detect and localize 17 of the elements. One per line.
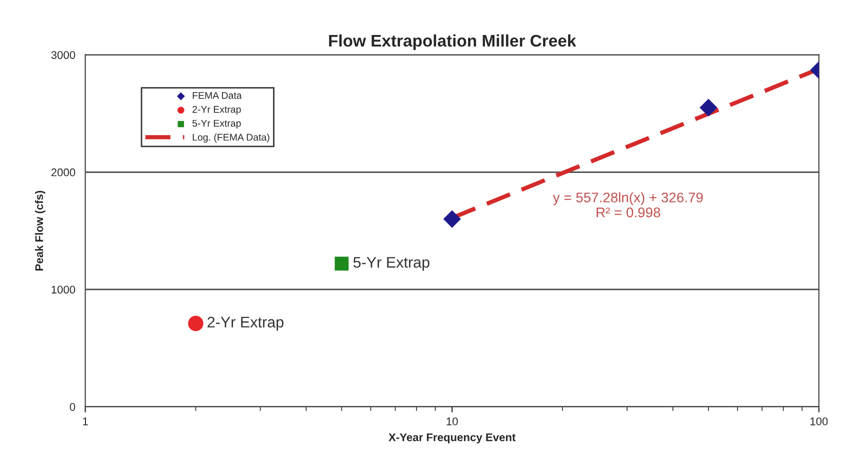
x-tick-label: 10 (446, 417, 458, 426)
y-tick-label: 3000 (51, 51, 76, 59)
x-tick-label: 100 (810, 417, 828, 426)
y-tick-label: 0 (70, 402, 76, 411)
legend-label: FEMA Data (192, 92, 242, 99)
y-tick-label: 1000 (52, 286, 76, 294)
y-axis-title: Peak Flow (cfs) (34, 190, 46, 270)
x-tick-label: 1 (83, 418, 88, 426)
x-axis-title: X-Year Frequency Event (388, 433, 516, 444)
annotation: 2-Yr Extrap (208, 316, 284, 331)
legend-label: 5-Yr Extrap (192, 120, 241, 129)
legend-label: 2-Yr Extrap (192, 106, 241, 115)
annotation: y = 557.28ln(x) + 326.79 R² = 0.998 (552, 192, 703, 218)
legend-label: Log. (FEMA Data) (192, 134, 270, 143)
chart-title: Flow Extrapolation Miller Creek (329, 34, 576, 50)
y-tick-label: 2000 (51, 168, 76, 176)
annotation: 5-Yr Extrap (353, 257, 430, 271)
